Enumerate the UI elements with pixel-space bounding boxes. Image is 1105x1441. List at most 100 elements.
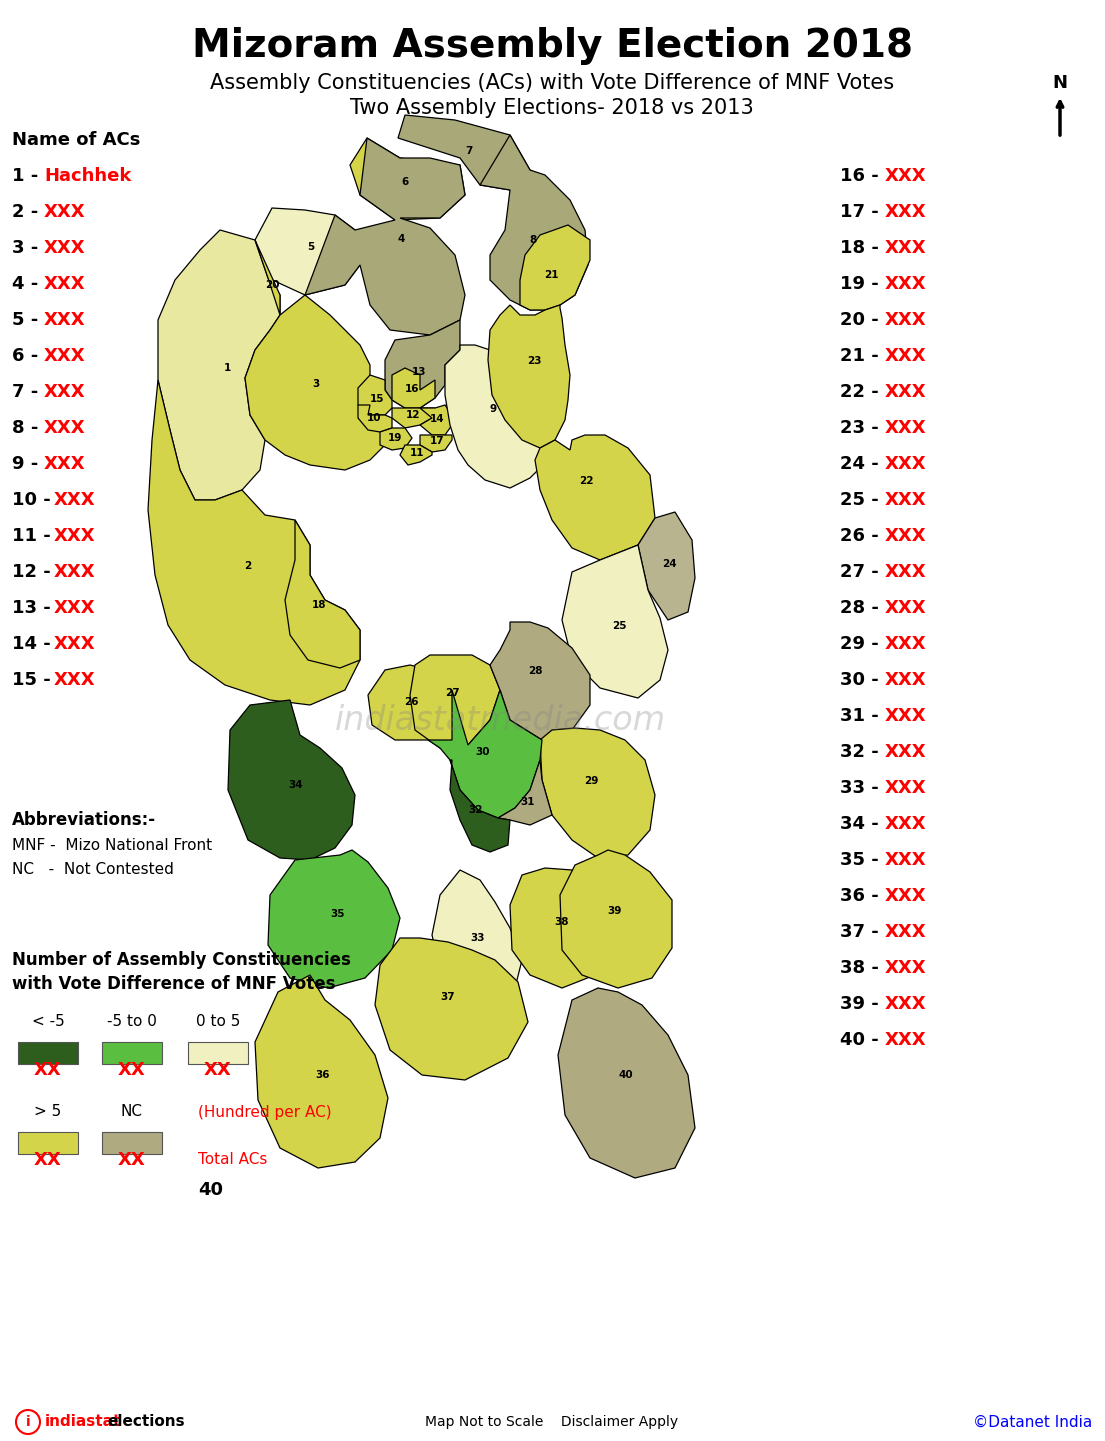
Text: 28: 28: [528, 666, 543, 676]
Text: 15 -: 15 -: [12, 672, 57, 689]
Text: XXX: XXX: [885, 852, 927, 869]
Text: XXX: XXX: [44, 239, 85, 256]
Text: 21: 21: [544, 269, 558, 280]
Text: 14: 14: [430, 415, 444, 424]
Text: 27 -: 27 -: [840, 563, 885, 581]
Text: 12 -: 12 -: [12, 563, 57, 581]
Text: XXX: XXX: [44, 203, 85, 220]
Polygon shape: [420, 405, 452, 435]
Text: 29 -: 29 -: [840, 635, 885, 653]
Text: XX: XX: [118, 1151, 146, 1169]
Text: XXX: XXX: [885, 527, 927, 545]
Text: XXX: XXX: [885, 994, 927, 1013]
Text: XXX: XXX: [885, 816, 927, 833]
Bar: [18, 1042, 78, 1063]
Text: 0 to 5: 0 to 5: [196, 1014, 240, 1029]
Text: XXX: XXX: [885, 599, 927, 617]
Text: 38: 38: [555, 916, 569, 927]
Bar: [18, 1133, 78, 1154]
Text: 37 -: 37 -: [840, 924, 885, 941]
Text: 3: 3: [313, 379, 319, 389]
Text: 25 -: 25 -: [840, 491, 885, 509]
Text: 35: 35: [330, 909, 345, 919]
Text: 13: 13: [411, 367, 425, 378]
Text: Assembly Constituencies (ACs) with Vote Difference of MNF Votes: Assembly Constituencies (ACs) with Vote …: [210, 73, 894, 94]
Text: 13 -: 13 -: [12, 599, 57, 617]
Polygon shape: [540, 728, 655, 857]
Polygon shape: [488, 305, 570, 448]
Text: Total ACs: Total ACs: [198, 1153, 267, 1167]
Text: 11 -: 11 -: [12, 527, 57, 545]
Polygon shape: [498, 759, 552, 826]
Text: XXX: XXX: [44, 455, 85, 473]
Text: XXX: XXX: [885, 635, 927, 653]
Text: XXX: XXX: [885, 672, 927, 689]
Text: XXX: XXX: [885, 1030, 927, 1049]
Text: XXX: XXX: [885, 744, 927, 761]
Text: 23: 23: [527, 356, 541, 366]
Text: XXX: XXX: [885, 239, 927, 256]
Text: 25: 25: [612, 621, 627, 631]
Bar: [102, 1042, 162, 1063]
Text: 4: 4: [397, 235, 404, 244]
Polygon shape: [450, 759, 511, 852]
Text: XXX: XXX: [54, 527, 96, 545]
Polygon shape: [392, 408, 435, 428]
Text: i: i: [25, 1415, 30, 1429]
Text: indiastatmedia.com: indiastatmedia.com: [335, 703, 665, 736]
Text: XXX: XXX: [885, 924, 927, 941]
Text: 1 -: 1 -: [12, 167, 44, 184]
Text: NC   -  Not Contested: NC - Not Contested: [12, 863, 173, 878]
Polygon shape: [148, 380, 360, 705]
Text: 7: 7: [465, 147, 472, 157]
Text: XXX: XXX: [54, 635, 96, 653]
Text: Name of ACs: Name of ACs: [12, 131, 140, 148]
Text: 36 -: 36 -: [840, 888, 885, 905]
Text: 18: 18: [312, 601, 326, 610]
Text: XX: XX: [34, 1061, 62, 1079]
Text: XXX: XXX: [885, 275, 927, 293]
Text: elections: elections: [107, 1415, 185, 1429]
Text: 33: 33: [470, 934, 484, 944]
Polygon shape: [511, 867, 615, 989]
Polygon shape: [375, 938, 528, 1079]
Polygon shape: [445, 344, 555, 488]
Text: 6: 6: [401, 177, 408, 187]
Text: XX: XX: [204, 1061, 232, 1079]
Polygon shape: [558, 989, 695, 1177]
Text: 33 -: 33 -: [840, 780, 885, 797]
Text: 12: 12: [406, 411, 420, 421]
Text: 35 -: 35 -: [840, 852, 885, 869]
Polygon shape: [392, 367, 435, 408]
Text: 1: 1: [223, 363, 231, 373]
Polygon shape: [520, 225, 590, 310]
Polygon shape: [400, 445, 432, 465]
Polygon shape: [350, 138, 465, 220]
Text: XXX: XXX: [44, 419, 85, 437]
Text: 37: 37: [441, 993, 455, 1003]
Text: N: N: [1052, 73, 1067, 92]
Text: 32 -: 32 -: [840, 744, 885, 761]
Text: > 5: > 5: [34, 1104, 62, 1120]
Text: (Hundred per AC): (Hundred per AC): [198, 1104, 332, 1120]
Text: 6 -: 6 -: [12, 347, 44, 365]
Text: 9 -: 9 -: [12, 455, 44, 473]
Polygon shape: [245, 295, 385, 470]
Text: 40 -: 40 -: [840, 1030, 885, 1049]
Text: 15: 15: [370, 393, 385, 403]
Polygon shape: [560, 850, 672, 989]
Text: 26: 26: [403, 697, 419, 708]
Text: 2 -: 2 -: [12, 203, 44, 220]
Text: XXX: XXX: [885, 708, 927, 725]
Text: XXX: XXX: [54, 491, 96, 509]
Text: XXX: XXX: [885, 960, 927, 977]
Polygon shape: [638, 512, 695, 620]
Text: 29: 29: [583, 777, 598, 787]
Text: 19: 19: [388, 434, 402, 444]
Text: 16 -: 16 -: [840, 167, 885, 184]
Text: Abbreviations:-: Abbreviations:-: [12, 811, 156, 829]
Polygon shape: [305, 138, 465, 334]
Text: XXX: XXX: [885, 167, 927, 184]
Text: Two Assembly Elections- 2018 vs 2013: Two Assembly Elections- 2018 vs 2013: [350, 98, 754, 118]
Text: XXX: XXX: [54, 599, 96, 617]
